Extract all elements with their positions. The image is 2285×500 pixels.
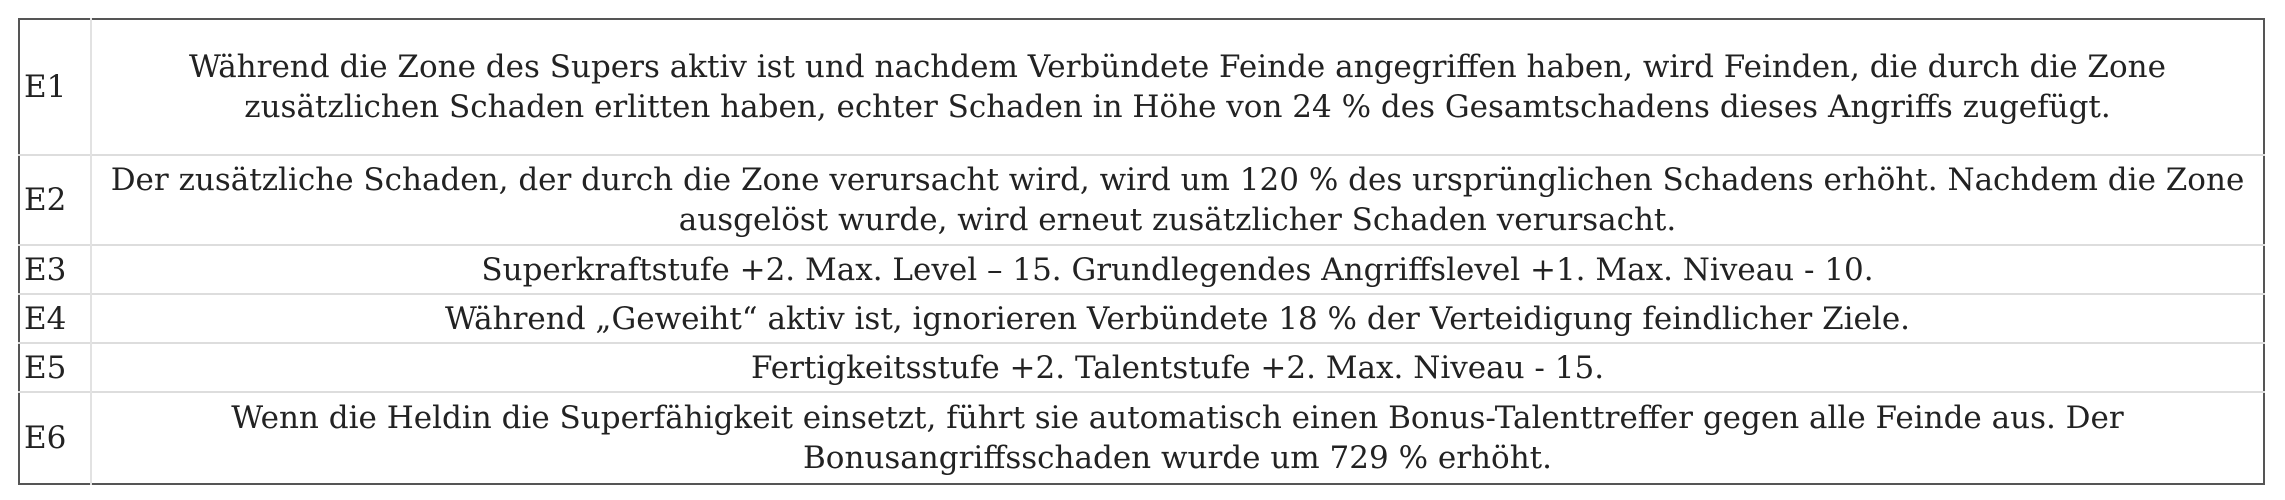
row-code: E6 [19,391,92,484]
effects-table: E1 Während die Zone des Supers aktiv ist… [18,18,2265,485]
table-row: E2 Der zusätzliche Schaden, der durch di… [19,154,2264,245]
row-code: E3 [19,244,92,294]
row-description: Wenn die Heldin die Superfähigkeit einse… [91,391,2264,484]
table-row: E3 Superkraftstufe +2. Max. Level – 15. … [19,244,2264,294]
row-code: E1 [19,19,92,155]
table-row: E5 Fertigkeitsstufe +2. Talentstufe +2. … [19,342,2264,392]
row-description: Superkraftstufe +2. Max. Level – 15. Gru… [91,244,2264,294]
row-description: Fertigkeitsstufe +2. Talentstufe +2. Max… [91,342,2264,392]
table-row: E4 Während „Geweiht“ aktiv ist, ignorier… [19,293,2264,343]
row-code: E2 [19,154,92,245]
table-row: E6 Wenn die Heldin die Superfähigkeit ei… [19,391,2264,484]
row-code: E4 [19,293,92,343]
row-description: Während die Zone des Supers aktiv ist un… [189,49,2166,125]
table-row: E1 Während die Zone des Supers aktiv ist… [19,19,2264,155]
row-code: E5 [19,342,92,392]
row-description: Der zusätzliche Schaden, der durch die Z… [91,154,2264,245]
row-description: Während „Geweiht“ aktiv ist, ignorieren … [91,293,2264,343]
